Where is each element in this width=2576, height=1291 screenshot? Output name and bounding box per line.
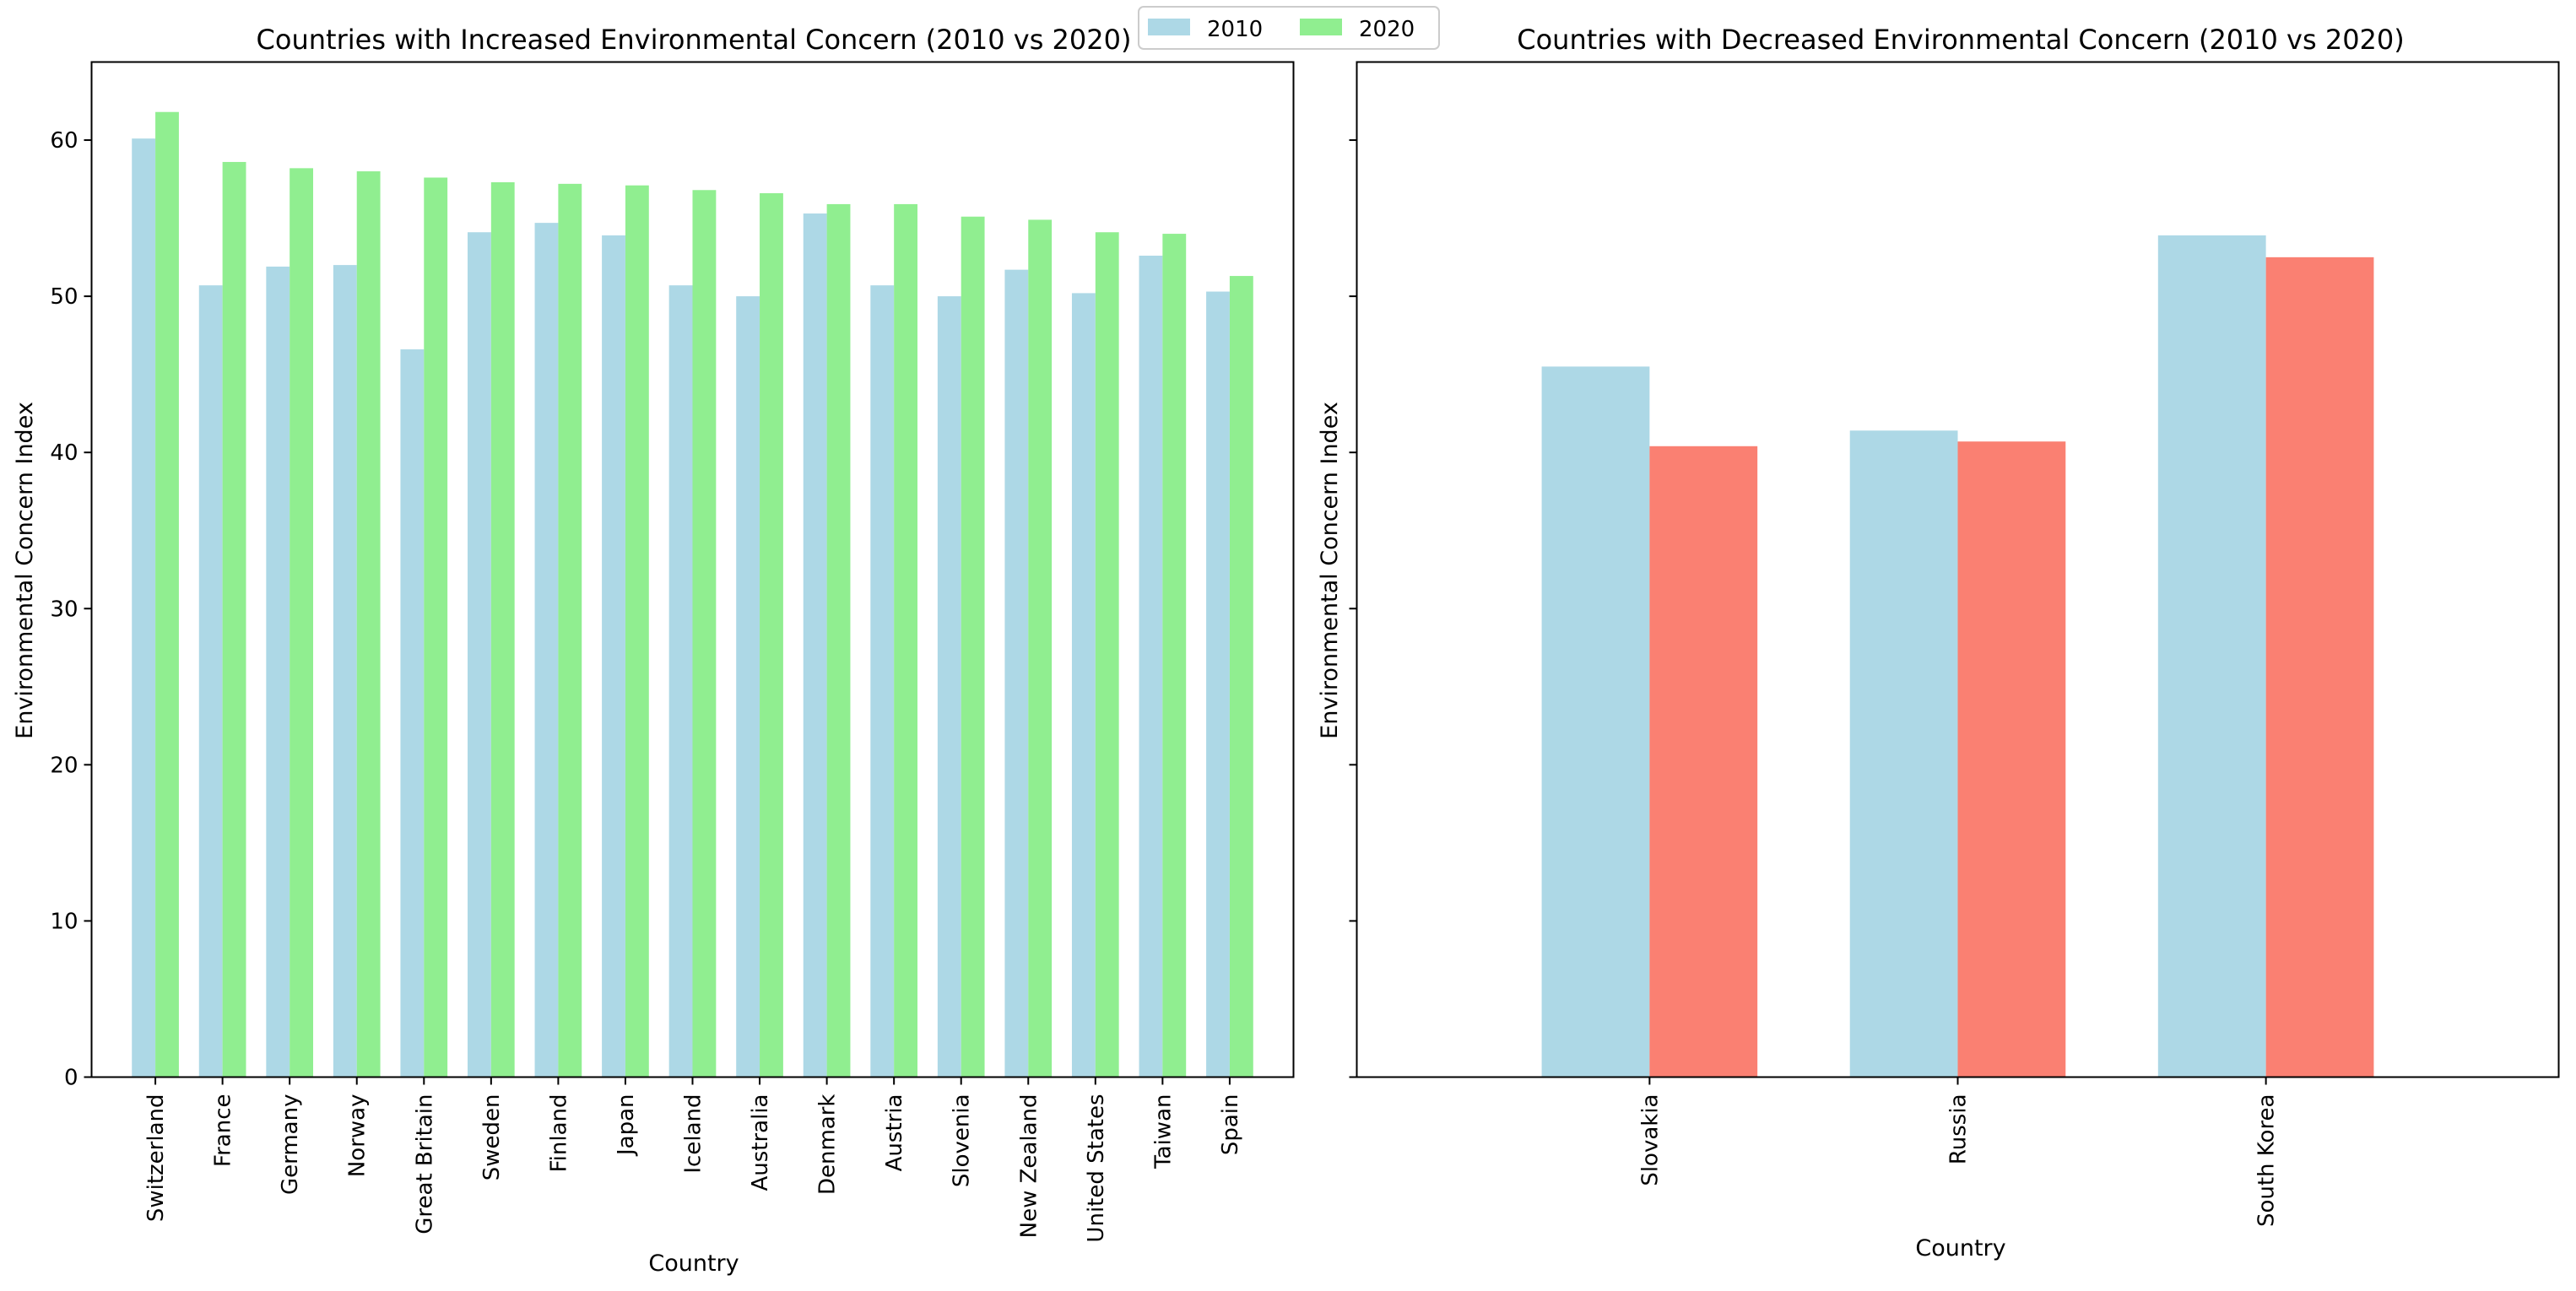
y-tick-label: 60 xyxy=(50,128,78,154)
bar-south-korea-2010 xyxy=(2157,235,2266,1078)
plot-frame-decreased xyxy=(1356,61,2560,1078)
bar-slovakia-2010 xyxy=(1541,366,1650,1078)
bar-germany-2020 xyxy=(290,168,314,1078)
bar-iceland-2020 xyxy=(692,190,717,1078)
x-tick-label: Iceland xyxy=(681,1094,706,1174)
bar-new-zealand-2010 xyxy=(1004,269,1029,1078)
bar-sweden-2020 xyxy=(490,182,515,1078)
x-tick-label: Great Britain xyxy=(412,1094,437,1234)
x-tick-label: France xyxy=(211,1094,236,1167)
chart-decreased-concern: Countries with Decreased Environmental C… xyxy=(1317,24,2560,1261)
bar-france-2020 xyxy=(222,161,246,1078)
bar-slovakia-2020 xyxy=(1649,446,1758,1078)
bar-russia-2010 xyxy=(1849,430,1958,1078)
bar-spain-2010 xyxy=(1206,291,1230,1078)
y-tick-label: 0 xyxy=(64,1066,78,1091)
bar-switzerland-2010 xyxy=(132,138,156,1078)
x-tick-label: Austria xyxy=(882,1094,907,1172)
bar-russia-2020 xyxy=(1957,441,2066,1078)
bar-taiwan-2020 xyxy=(1162,234,1187,1078)
bar-iceland-2010 xyxy=(668,285,693,1078)
x-tick-label: Slovenia xyxy=(950,1094,975,1188)
bar-france-2010 xyxy=(198,285,223,1078)
legend-swatch-2010 xyxy=(1148,19,1190,35)
bar-norway-2020 xyxy=(356,171,381,1078)
bar-denmark-2010 xyxy=(803,213,827,1078)
y-axis-increased: 0 10 20 30 40 50 60 xyxy=(50,128,92,1091)
bars-increased xyxy=(132,111,1253,1078)
x-tick-label: South Korea xyxy=(2254,1094,2280,1228)
x-tick-label: Spain xyxy=(1218,1094,1243,1156)
bar-australia-2020 xyxy=(760,192,783,1078)
x-tick-label: Norway xyxy=(345,1094,371,1178)
x-tick-label: Sweden xyxy=(479,1094,505,1181)
x-axis-label-increased: Country xyxy=(648,1250,739,1277)
bar-slovenia-2010 xyxy=(937,296,961,1078)
bar-finland-2010 xyxy=(534,223,559,1078)
chart-increased-concern: Countries with Increased Environmental C… xyxy=(12,24,1295,1277)
x-tick-label: Taiwan xyxy=(1150,1094,1176,1169)
bar-united-states-2010 xyxy=(1071,293,1096,1078)
bar-finland-2020 xyxy=(558,183,582,1078)
x-tick-label: New Zealand xyxy=(1016,1094,1042,1239)
bar-denmark-2020 xyxy=(826,203,851,1078)
bar-great-britain-2010 xyxy=(400,349,425,1078)
bar-japan-2020 xyxy=(625,185,649,1078)
x-tick-label: Germany xyxy=(278,1094,303,1196)
legend-box xyxy=(1138,6,1440,50)
bar-spain-2020 xyxy=(1229,276,1253,1078)
y-tick-label: 20 xyxy=(50,753,78,778)
y-axis-label-decreased: Environmental Concern Index xyxy=(1317,402,1343,739)
x-axis-increased: Switzerland France Germany Norway Great Brit… xyxy=(143,1077,1243,1243)
bar-united-states-2020 xyxy=(1095,232,1119,1078)
x-tick-label: Australia xyxy=(748,1094,773,1191)
chart-title-increased: Countries with Increased Environmental C… xyxy=(257,24,1132,56)
y-tick-label: 10 xyxy=(50,909,78,934)
bar-austria-2020 xyxy=(894,203,917,1078)
x-tick-label: Japan xyxy=(614,1094,639,1158)
legend-label-2020: 2020 xyxy=(1359,17,1415,42)
x-tick-label: Finland xyxy=(546,1094,571,1173)
bar-japan-2010 xyxy=(602,235,625,1078)
x-tick-label: United States xyxy=(1084,1094,1109,1243)
y-axis-label-increased: Environmental Concern Index xyxy=(12,402,38,739)
x-tick-label: Denmark xyxy=(815,1094,841,1196)
bar-switzerland-2020 xyxy=(155,111,179,1078)
bar-austria-2010 xyxy=(870,285,895,1078)
bar-sweden-2010 xyxy=(468,232,491,1078)
bar-slovenia-2020 xyxy=(961,216,985,1078)
y-tick-label: 50 xyxy=(50,284,78,310)
y-tick-label: 40 xyxy=(50,440,78,466)
bar-south-korea-2020 xyxy=(2265,257,2374,1078)
x-axis-label-decreased: Country xyxy=(1915,1235,2005,1261)
x-tick-label: Slovakia xyxy=(1637,1094,1663,1186)
chart-title-decreased: Countries with Decreased Environmental C… xyxy=(1517,24,2405,56)
bars-decreased xyxy=(1541,235,2374,1078)
bar-germany-2010 xyxy=(266,266,290,1078)
bar-great-britain-2020 xyxy=(424,177,448,1078)
legend: 2010 2020 xyxy=(1138,6,1440,50)
bar-taiwan-2010 xyxy=(1139,256,1163,1078)
x-tick-label: Russia xyxy=(1946,1094,1972,1165)
y-tick-label: 30 xyxy=(50,597,78,622)
legend-label-2010: 2010 xyxy=(1207,17,1263,42)
x-tick-label: Switzerland xyxy=(143,1094,169,1223)
plot-frame-increased xyxy=(90,61,1295,1078)
x-axis-decreased: Slovakia Russia South Korea xyxy=(1637,1077,2280,1228)
bar-new-zealand-2020 xyxy=(1028,219,1053,1078)
y-axis-decreased xyxy=(1349,139,1357,1078)
bar-norway-2010 xyxy=(333,265,357,1078)
legend-swatch-2020 xyxy=(1300,19,1342,35)
bar-australia-2010 xyxy=(736,296,760,1078)
